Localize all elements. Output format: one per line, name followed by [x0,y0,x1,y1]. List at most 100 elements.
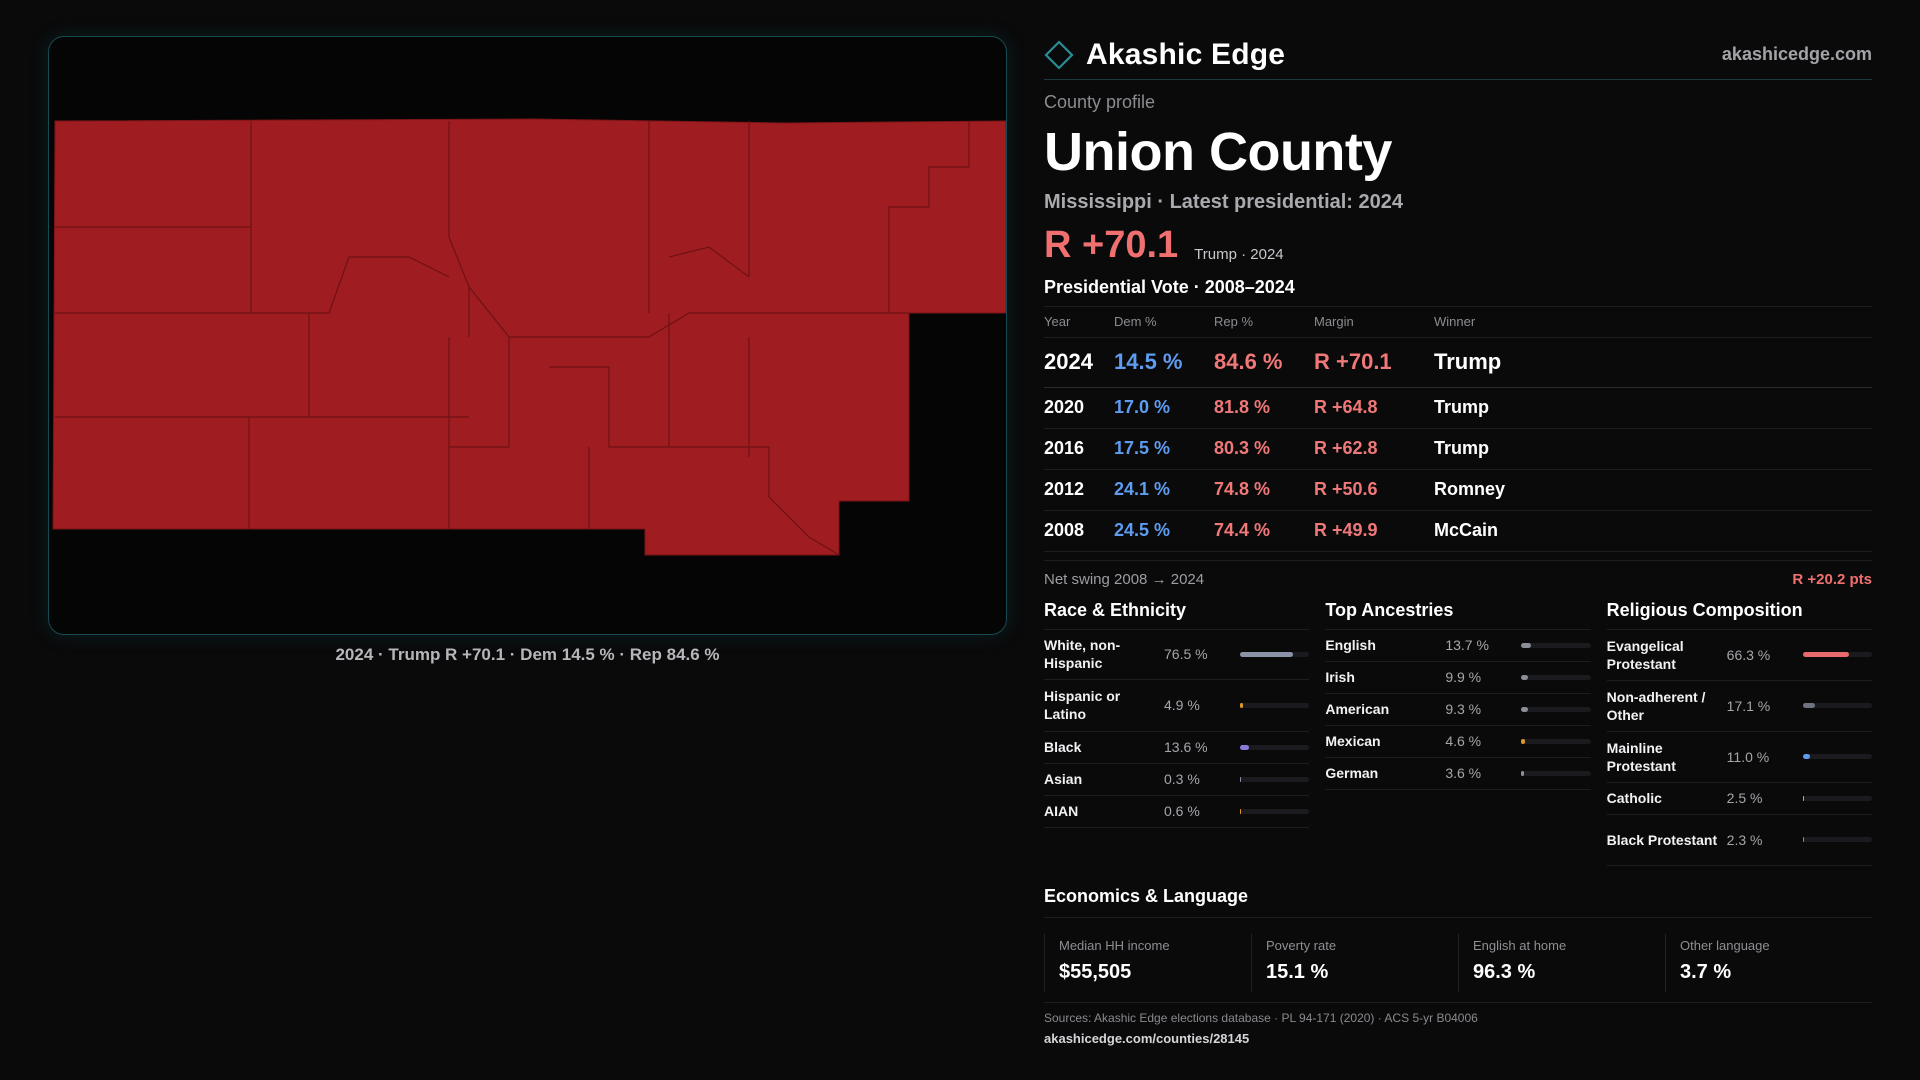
cell-rep: 81.8 % [1214,387,1314,429]
item-value: 66.3 % [1726,646,1771,663]
headline-margin: R +70.1 [1044,224,1179,266]
list-item: Hispanic or Latino 4.9 % [1044,680,1310,732]
cell-margin: R +62.8 [1314,428,1434,470]
item-label: Mexican [1325,733,1381,749]
item-bar-fill [1240,808,1241,814]
ancestry-title: Top Ancestries [1325,600,1591,630]
list-item: Non-adherent / Other 17.1 % [1606,681,1872,732]
item-label: Mainline Protestant [1606,739,1676,774]
econ-cell-english: English at home 96.3 % [1458,933,1665,992]
county-map[interactable] [48,36,1007,635]
item-bar-fill [1521,770,1524,776]
table-row: 2016 17.5 % 80.3 % R +62.8 Trump [1044,428,1872,470]
item-bar-fill [1521,674,1529,680]
list-item: Mainline Protestant 11.0 % [1606,732,1872,783]
item-value: 9.9 % [1445,669,1482,685]
list-item: Evangelical Protestant 66.3 % [1606,630,1872,681]
item-bar-fill [1521,642,1531,648]
item-bar-fill [1521,738,1525,744]
cell-margin: R +50.6 [1314,469,1434,511]
cell-year: 2016 [1044,428,1114,470]
item-label: German [1325,765,1379,781]
header-year: Year [1044,307,1114,338]
cell-winner: McCain [1434,510,1872,552]
cell-dem: 17.0 % [1114,387,1214,429]
item-label: Catholic [1606,790,1662,806]
race-column: Race & Ethnicity White, non-Hispanic 76.5… [1044,600,1310,866]
page-title: Union County [1044,122,1392,182]
item-bar-track [1802,652,1872,657]
item-value: 13.6 % [1164,739,1208,755]
item-label: White, non-Hispanic [1044,637,1121,671]
cell-winner: Trump [1434,337,1872,388]
brand-name: Akashic Edge [1086,37,1286,71]
table-row: 2012 24.1 % 74.8 % R +50.6 Romney [1044,469,1872,511]
vote-table: Year Dem % Rep % Margin Winner 2024 14.5… [1044,307,1872,552]
item-bar-track [1802,703,1872,708]
econ-value: 3.7 % [1680,960,1732,983]
cell-rep: 74.4 % [1214,510,1314,552]
header-winner: Winner [1434,307,1872,338]
list-item: Black 13.6 % [1044,732,1310,764]
item-value: 11.0 % [1726,748,1770,765]
net-swing: Net swing 2008 → 2024 R +20.2 pts [1044,559,1872,588]
item-bar-fill [1802,703,1815,708]
ancestry-list: English 13.7 % Irish 9.9 % American 9.3 % Mexi… [1325,630,1591,790]
item-label: AIAN [1044,803,1079,819]
item-value: 4.6 % [1445,733,1482,749]
county-map-svg[interactable] [49,37,1006,634]
net-swing-label: Net swing 2008 → 2024 [1044,570,1205,588]
econ-value: 96.3 % [1473,960,1536,983]
cell-dem: 17.5 % [1114,428,1214,470]
list-item: AIAN 0.6 % [1044,796,1310,828]
list-item: Asian 0.3 % [1044,764,1310,796]
religion-title: Religious Composition [1606,600,1872,630]
list-item: Black Protestant 2.3 % [1606,815,1872,866]
item-bar-track [1521,738,1591,744]
map-caption: 2024 · Trump R +70.1 · Dem 14.5 % · Rep … [335,645,720,664]
header-margin: Margin [1314,307,1434,338]
item-bar-track [1240,651,1310,657]
table-row: 2024 14.5 % 84.6 % R +70.1 Trump [1044,337,1872,388]
item-label: Asian [1044,771,1083,787]
list-item: Catholic 2.5 % [1606,783,1872,815]
ancestry-column: Top Ancestries English 13.7 % Irish 9.9 % Am… [1325,600,1591,866]
item-value: 13.7 % [1445,637,1489,653]
econ-cell-other-language: Other language 3.7 % [1665,933,1872,992]
item-label: Black Protestant [1606,831,1718,848]
cell-rep: 74.8 % [1214,469,1314,511]
brand-bar: Akashic Edge akashicedge.com [1044,30,1872,80]
table-row: 2008 24.5 % 74.4 % R +49.9 McCain [1044,510,1872,552]
list-item: Irish 9.9 % [1325,662,1591,694]
cell-dem: 14.5 % [1114,337,1214,388]
brand-url[interactable]: akashicedge.com [1721,44,1872,64]
header-dem: Dem % [1114,307,1214,338]
item-value: 9.3 % [1445,701,1482,717]
item-bar-fill [1240,651,1294,657]
brand[interactable]: Akashic Edge [1044,38,1285,72]
cell-margin: R +70.1 [1314,337,1434,388]
race-title: Race & Ethnicity [1044,600,1310,630]
item-bar-track [1802,795,1872,801]
cell-dem: 24.5 % [1114,510,1214,552]
item-value: 4.9 % [1164,697,1200,713]
list-item: American 9.3 % [1325,694,1591,726]
cell-year: 2020 [1044,387,1114,429]
econ-label: Poverty rate [1266,937,1337,953]
subdivision-lines [55,121,970,556]
vote-section-title: Presidential Vote · 2008–2024 [1044,277,1872,307]
sources-link[interactable]: akashicedge.com/counties/28145 [1044,1030,1250,1046]
econ-cell-poverty: Poverty rate 15.1 % [1251,933,1458,992]
list-item: English 13.7 % [1325,630,1591,662]
item-value: 0.6 % [1164,803,1200,819]
item-value: 0.3 % [1164,771,1200,787]
item-bar-track [1240,744,1310,750]
item-value: 2.3 % [1726,831,1763,848]
demographics: Race & Ethnicity White, non-Hispanic 76.5… [1044,600,1872,866]
table-row: 2020 17.0 % 81.8 % R +64.8 Trump [1044,387,1872,429]
cell-year: 2024 [1044,337,1114,388]
item-bar-track [1240,702,1310,708]
item-bar-track [1802,837,1872,842]
cell-rep: 80.3 % [1214,428,1314,470]
econ-label: Other language [1680,937,1770,953]
